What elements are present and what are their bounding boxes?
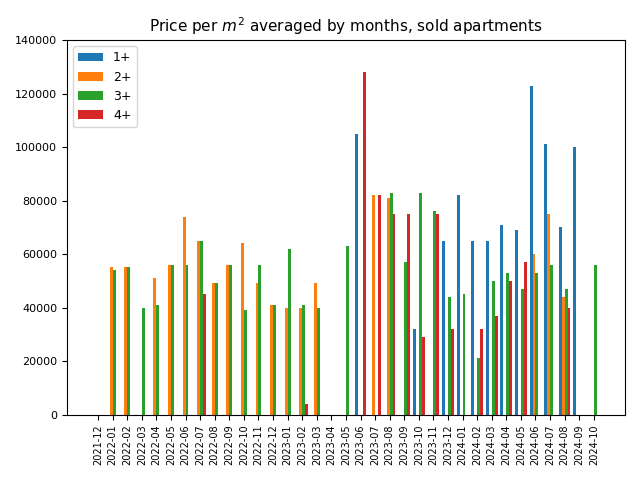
Bar (364, 72, 366, 415)
Bar (168, 265, 171, 415)
Bar (521, 289, 524, 415)
Bar (314, 284, 317, 415)
Bar (463, 294, 465, 415)
Bar (355, 133, 358, 415)
Bar (477, 359, 480, 415)
Bar (255, 284, 259, 415)
Bar (214, 284, 218, 415)
Bar (200, 240, 203, 415)
Bar (227, 265, 229, 415)
Bar (564, 289, 568, 415)
Bar (407, 214, 410, 415)
Bar (124, 267, 127, 415)
Bar (530, 85, 532, 415)
Bar (451, 329, 454, 415)
Bar (317, 308, 319, 415)
Bar (404, 262, 407, 415)
Bar (346, 246, 349, 415)
Bar (305, 404, 308, 415)
Bar (273, 305, 276, 415)
Bar (422, 337, 425, 415)
Bar (457, 195, 460, 415)
Bar (509, 281, 512, 415)
Bar (186, 265, 188, 415)
Bar (436, 214, 439, 415)
Bar (448, 297, 451, 415)
Bar (500, 225, 504, 415)
Bar (544, 144, 547, 415)
Bar (241, 243, 244, 415)
Bar (372, 195, 375, 415)
Bar (113, 270, 116, 415)
Bar (433, 211, 436, 415)
Bar (142, 308, 145, 415)
Bar (442, 240, 445, 415)
Bar (387, 198, 390, 415)
Bar (419, 192, 422, 415)
Bar (109, 267, 113, 415)
Legend: 1+, 2+, 3+, 4+: 1+, 2+, 3+, 4+ (73, 46, 136, 127)
Bar (532, 254, 536, 415)
Title: Price per $m^2$ averaged by months, sold apartments: Price per $m^2$ averaged by months, sold… (149, 15, 543, 36)
Bar (154, 278, 156, 415)
Bar (495, 315, 497, 415)
Bar (270, 305, 273, 415)
Bar (562, 297, 564, 415)
Bar (229, 265, 232, 415)
Bar (547, 214, 550, 415)
Bar (568, 308, 570, 415)
Bar (378, 195, 381, 415)
Bar (203, 294, 206, 415)
Bar (524, 262, 527, 415)
Bar (573, 147, 576, 415)
Bar (413, 329, 416, 415)
Bar (285, 308, 287, 415)
Bar (259, 265, 261, 415)
Bar (480, 329, 483, 415)
Bar (212, 284, 214, 415)
Bar (390, 192, 392, 415)
Bar (471, 240, 474, 415)
Bar (392, 214, 396, 415)
Bar (594, 265, 596, 415)
Bar (244, 310, 247, 415)
Bar (197, 240, 200, 415)
Bar (171, 265, 174, 415)
Bar (302, 305, 305, 415)
Bar (536, 273, 538, 415)
Bar (287, 249, 291, 415)
Bar (492, 281, 495, 415)
Bar (550, 265, 553, 415)
Bar (506, 273, 509, 415)
Bar (156, 305, 159, 415)
Bar (486, 240, 489, 415)
Bar (300, 308, 302, 415)
Bar (127, 267, 130, 415)
Bar (515, 230, 518, 415)
Bar (182, 216, 186, 415)
Bar (559, 228, 562, 415)
